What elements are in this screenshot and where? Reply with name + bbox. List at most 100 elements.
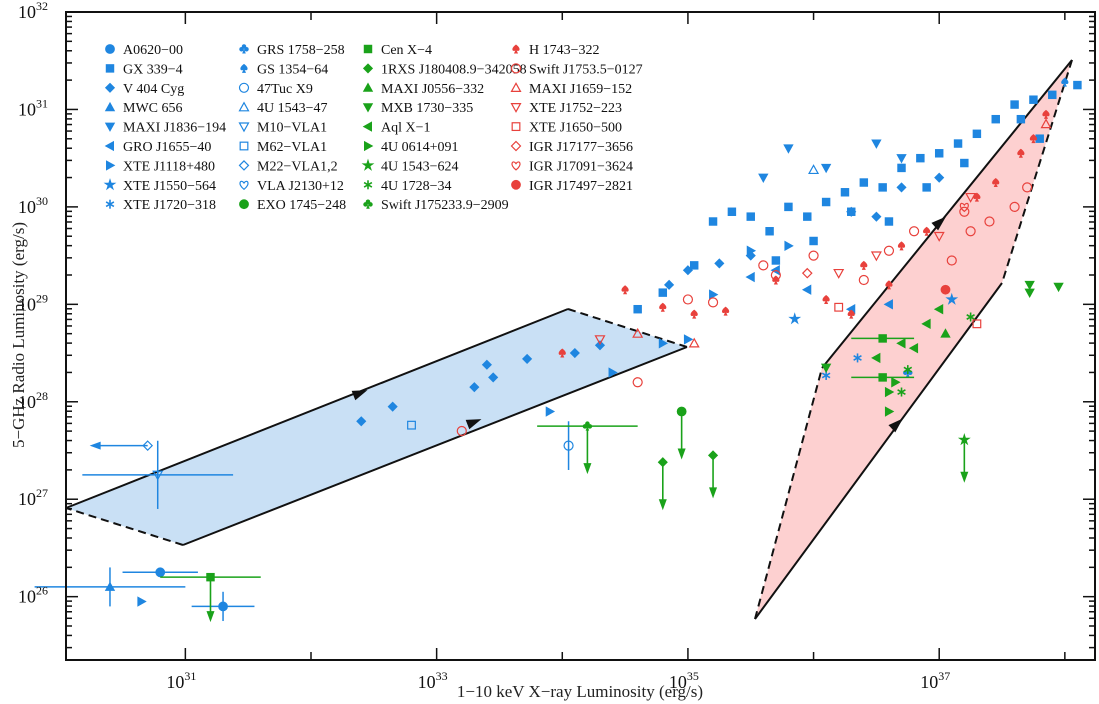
legend-item: Cen X−4	[363, 43, 432, 58]
data-point	[664, 279, 675, 290]
legend-item: M10−VLA1	[238, 121, 327, 136]
club-stem	[905, 372, 910, 378]
data-point	[239, 141, 249, 151]
upper-limit-arrowhead	[206, 611, 215, 623]
legend-item: V 404 Cyg	[104, 82, 184, 97]
data-point	[801, 267, 813, 279]
data-point	[632, 377, 643, 388]
data-point	[690, 309, 698, 319]
data-point	[1017, 148, 1025, 158]
data-point	[608, 367, 618, 378]
club-stem	[366, 204, 370, 209]
series-mwc-656	[34, 567, 186, 607]
spade-stem	[861, 265, 866, 270]
legend-label: H 1743−322	[529, 43, 600, 58]
legend-item: XTE J1752−223	[510, 101, 622, 116]
data-point	[362, 63, 374, 74]
data-point	[238, 82, 250, 93]
points-layer	[34, 77, 1099, 623]
blue-region-fill	[66, 309, 687, 545]
series-igr-j17177-3656	[801, 267, 813, 279]
legend-item: IGR J17497−2821	[511, 179, 633, 194]
data-point	[1035, 134, 1044, 143]
spade-body	[860, 260, 868, 268]
data-point	[891, 377, 901, 388]
plot-frame	[65, 11, 1096, 661]
spade-stem	[886, 284, 891, 290]
legend-label: GX 339−4	[123, 62, 183, 77]
upper-limit-arrowhead	[960, 471, 969, 483]
x-tick-label: 1033	[418, 669, 448, 692]
red-region-edge	[821, 59, 1073, 369]
legend-item: 4U 1728−34	[363, 179, 452, 194]
data-point	[469, 382, 480, 393]
data-point	[960, 158, 969, 168]
y-tick-label: 1029	[18, 291, 48, 314]
data-point	[903, 365, 913, 375]
data-point	[238, 160, 250, 171]
club-lobe	[244, 46, 249, 52]
data-point	[770, 269, 781, 281]
spade-stem	[560, 353, 565, 358]
data-point	[407, 420, 416, 430]
asterisk-stroke	[966, 314, 975, 320]
data-point	[512, 44, 520, 54]
upper-limit-arrowhead	[583, 463, 592, 475]
data-point	[1024, 280, 1035, 291]
y-tick-label: 1031	[18, 96, 48, 119]
legend-label: 4U 1543−47	[257, 101, 328, 116]
spade-stem	[513, 49, 519, 54]
data-point	[511, 122, 521, 132]
series-4u-0614-091	[884, 377, 901, 417]
legend: A0620−00 GX 339−4 V 404 Cyg MWC 656 MAXI J18…	[103, 43, 643, 213]
legend-label: V 404 Cyg	[123, 82, 184, 97]
data-point	[771, 256, 781, 265]
spade-stem	[1031, 138, 1036, 144]
regions-layer	[65, 59, 1073, 620]
data-point	[709, 289, 719, 300]
direction-arrow	[931, 216, 946, 231]
data-point	[885, 280, 893, 290]
legend-item: XTE J1720−318	[105, 198, 216, 213]
legend-item: VLA J2130+12	[239, 179, 344, 194]
legend-item: M62−VLA1	[239, 140, 327, 155]
data-point	[953, 139, 963, 148]
legend-item: Swift J175233.9−2909	[363, 198, 509, 213]
data-point	[511, 179, 521, 190]
data-point	[1053, 282, 1064, 293]
data-point	[1061, 77, 1069, 87]
direction-arrow	[888, 418, 903, 433]
legend-label: VLA J2130+12	[257, 179, 344, 194]
upper-limit-arrowhead	[658, 499, 667, 511]
x-tick-label: 1037	[920, 669, 950, 692]
data-point	[104, 101, 116, 112]
data-point	[897, 387, 906, 397]
data-point	[808, 250, 819, 261]
data-point	[361, 158, 375, 171]
data-point	[659, 302, 667, 312]
data-point	[104, 581, 116, 591]
legend-label: MWC 656	[123, 101, 183, 116]
series-xte-j1720-318	[821, 353, 862, 380]
legend-item: GRS 1758−258	[239, 43, 345, 58]
spade-stem	[849, 314, 854, 319]
legend-label: XTE J1752−223	[529, 101, 622, 116]
spade-body	[690, 309, 698, 316]
series-gx-339-4	[633, 80, 1082, 314]
data-point	[594, 340, 606, 351]
data-point	[758, 260, 769, 271]
spade-stem	[1018, 153, 1023, 158]
data-point	[1010, 100, 1019, 109]
legend-item: 47Tuc X9	[238, 82, 313, 97]
legend-label: MAXI J1659−152	[529, 82, 632, 97]
legend-label: GRS 1758−258	[257, 43, 345, 58]
series-m22-vla1-2	[142, 440, 154, 451]
asterisk-stroke	[897, 389, 906, 395]
data-point	[522, 353, 533, 364]
data-point	[788, 312, 802, 325]
data-point	[633, 304, 642, 314]
legend-item: 4U 0614+091	[363, 140, 459, 155]
data-point	[563, 440, 574, 451]
data-point	[1016, 114, 1026, 124]
spade-stem	[723, 311, 728, 316]
